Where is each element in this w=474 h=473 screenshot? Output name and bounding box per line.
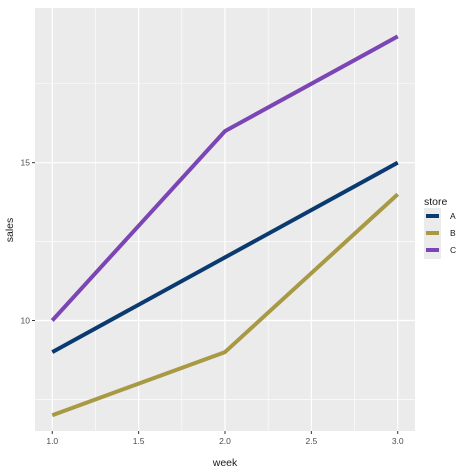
x-tick-label: 2.5 [305,436,317,446]
series-lines [50,34,400,418]
legend-title: store [424,196,448,208]
legend: store ABC [424,196,456,259]
legend-item-a: A [424,208,456,225]
y-tick-label: 15 [21,158,31,168]
x-tick-label: 3.0 [392,436,404,446]
major-grid [35,8,415,431]
x-tick-label: 1.0 [46,436,58,446]
x-axis: 1.0 1.5 2.0 2.5 3.0 [46,431,404,446]
legend-item-b: B [424,225,456,242]
x-tick-label: 1.5 [133,436,145,446]
series-line-a [51,160,399,354]
y-axis-title: sales [4,218,16,243]
series-line-c [50,34,399,322]
legend-label: C [450,245,456,255]
legend-item-c: C [424,242,456,259]
y-axis: 10 15 [21,158,35,326]
y-tick-label: 10 [21,316,31,326]
x-tick-label: 2.0 [219,436,231,446]
x-axis-title: week [212,457,238,469]
legend-label: B [450,228,456,238]
legend-label: A [450,211,456,221]
series-line-b [51,192,400,418]
legend-items: ABC [424,208,456,259]
